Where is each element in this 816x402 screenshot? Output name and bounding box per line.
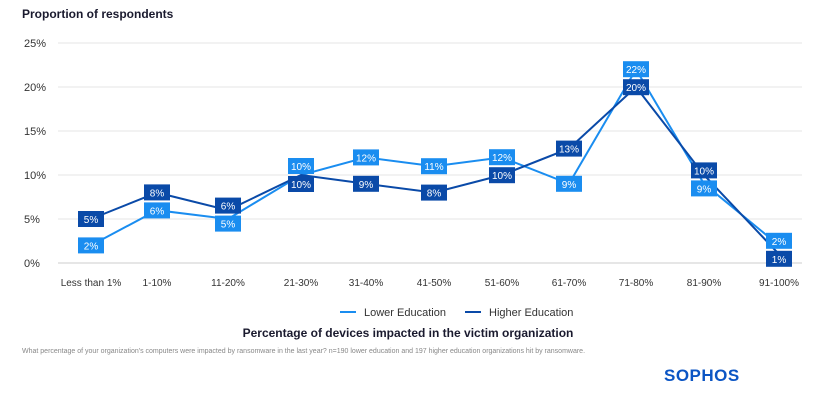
data-label-box [489, 149, 515, 166]
data-label: 10% [492, 171, 512, 182]
data-label: 10% [291, 180, 311, 191]
data-label: 6% [221, 202, 236, 213]
x-tick-label: 21-30% [284, 278, 319, 289]
data-label: 9% [359, 180, 374, 191]
data-label-box [766, 232, 792, 249]
data-label-box [489, 167, 515, 184]
data-label: 20% [626, 83, 646, 94]
data-label-box [215, 197, 241, 214]
data-label: 2% [84, 241, 99, 252]
y-tick-label: 15% [24, 126, 46, 138]
data-label: 12% [492, 153, 512, 164]
data-label-box [353, 149, 379, 166]
data-label-box [288, 176, 314, 192]
data-label: 10% [291, 162, 311, 173]
data-label: 6% [150, 206, 165, 217]
data-label-box [623, 79, 649, 96]
data-label: 10% [694, 166, 714, 177]
data-label-box [288, 158, 314, 174]
data-label: 9% [562, 180, 577, 191]
legend-label: Higher Education [489, 307, 573, 319]
data-label-box [691, 180, 717, 197]
x-tick-label: 91-100% [759, 278, 799, 289]
y-tick-label: 10% [24, 170, 46, 182]
data-label: 5% [221, 220, 236, 231]
data-label-box [215, 215, 241, 232]
x-tick-label: 31-40% [349, 278, 384, 289]
data-label-box [421, 158, 447, 175]
data-label: 8% [150, 188, 165, 199]
data-label-box [144, 202, 170, 219]
data-label: 11% [424, 162, 443, 173]
x-tick-label: 11-20% [211, 278, 245, 289]
y-tick-label: 25% [24, 38, 46, 50]
data-label-box [556, 140, 582, 157]
y-axis-title: Proportion of respondents [22, 7, 174, 21]
data-label: 12% [356, 153, 376, 164]
data-label-box [78, 237, 104, 254]
x-tick-label: 71-80% [619, 278, 654, 289]
data-label-box [78, 211, 104, 227]
x-tick-label: 51-60% [485, 278, 520, 289]
data-label-box [766, 250, 792, 267]
data-label: 13% [559, 145, 579, 156]
y-tick-label: 20% [24, 82, 46, 94]
data-label: 5% [84, 215, 99, 226]
data-label-box [691, 162, 717, 179]
legend-label: Lower Education [364, 307, 446, 319]
data-label-box [144, 184, 170, 201]
x-tick-label: Less than 1% [61, 278, 122, 289]
data-label: 22% [626, 65, 646, 76]
sophos-logo: SOPHOS [664, 366, 740, 385]
x-tick-label: 41-50% [417, 278, 452, 289]
data-label-box [556, 175, 582, 192]
data-label: 2% [772, 237, 787, 248]
x-tick-label: 61-70% [552, 278, 587, 289]
data-label: 9% [697, 184, 712, 195]
data-label-box [421, 184, 447, 201]
data-label: 1% [772, 255, 787, 266]
y-tick-label: 0% [24, 258, 40, 270]
footnote: What percentage of your organization's c… [22, 348, 586, 355]
x-axis-title: Percentage of devices impacted in the vi… [242, 326, 574, 340]
y-tick-label: 5% [24, 214, 40, 226]
data-label-box [623, 61, 649, 78]
x-tick-label: 1-10% [143, 278, 172, 289]
data-label-box [353, 175, 379, 192]
x-tick-label: 81-90% [687, 278, 722, 289]
data-label: 8% [427, 189, 442, 200]
